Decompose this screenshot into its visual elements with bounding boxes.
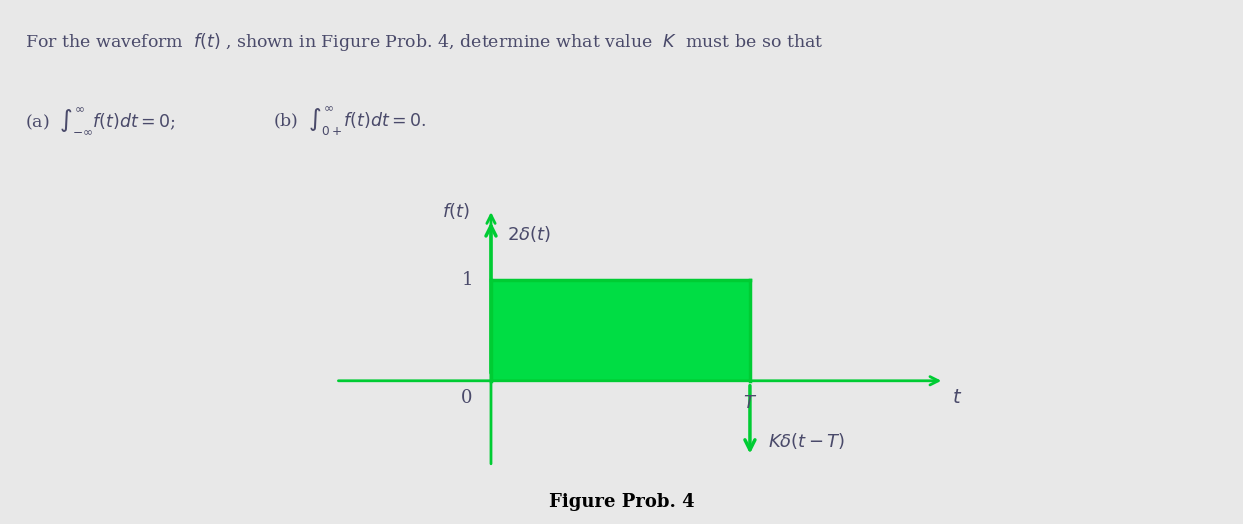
Text: (b)  $\int_{0+}^{\infty} f(t)dt = 0$.: (b) $\int_{0+}^{\infty} f(t)dt = 0$. [273,105,426,138]
FancyBboxPatch shape [491,280,750,381]
Text: $2\delta(t)$: $2\delta(t)$ [507,224,551,244]
Text: $t$: $t$ [952,389,962,407]
Text: $K\delta(t - T)$: $K\delta(t - T)$ [768,431,845,451]
Text: Figure Prob. 4: Figure Prob. 4 [548,493,695,510]
Text: $T$: $T$ [743,394,757,412]
Text: $f(t)$: $f(t)$ [443,201,470,221]
Text: (a)  $\int_{-\infty}^{\infty} f(t)dt = 0$;: (a) $\int_{-\infty}^{\infty} f(t)dt = 0$… [25,105,175,136]
Text: For the waveform  $f(t)$ , shown in Figure Prob. 4, determine what value  $K$  m: For the waveform $f(t)$ , shown in Figur… [25,31,823,53]
Text: 1: 1 [461,271,472,289]
Text: 0: 0 [461,389,472,407]
